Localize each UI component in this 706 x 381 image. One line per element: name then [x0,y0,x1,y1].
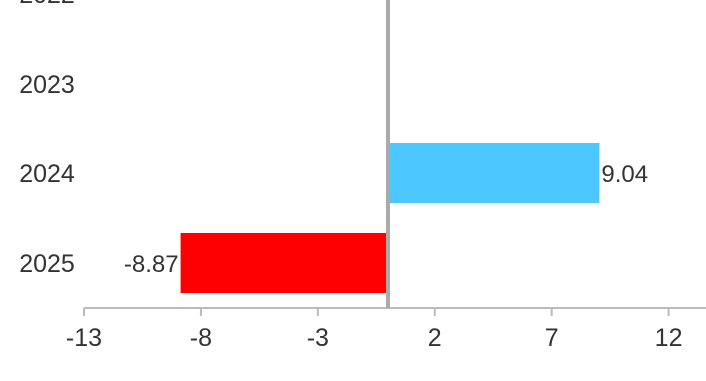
x-tick-label: -8 [190,324,212,352]
data-label: 9.04 [601,161,648,188]
x-tick-label: -3 [307,324,329,352]
x-tick-label: 12 [655,324,683,352]
y-tick-label: 2023 [19,71,75,99]
bar [180,233,388,293]
bar [387,143,600,203]
y-tick-label: 2025 [19,250,75,278]
x-axis: -13 -8 -3 2 7 12 [66,307,706,352]
x-tick-label: -13 [66,324,102,352]
y-tick-label: 2024 [19,160,75,188]
x-tick-label: 7 [545,324,559,352]
data-label: -8.87 [124,251,179,278]
y-tick-label: 2022 [19,0,75,9]
x-tick-label: 2 [428,324,442,352]
labels-layer: 2022 2023 2024 2025 9.04 -8.87 [19,0,648,278]
bars-layer [180,143,600,293]
